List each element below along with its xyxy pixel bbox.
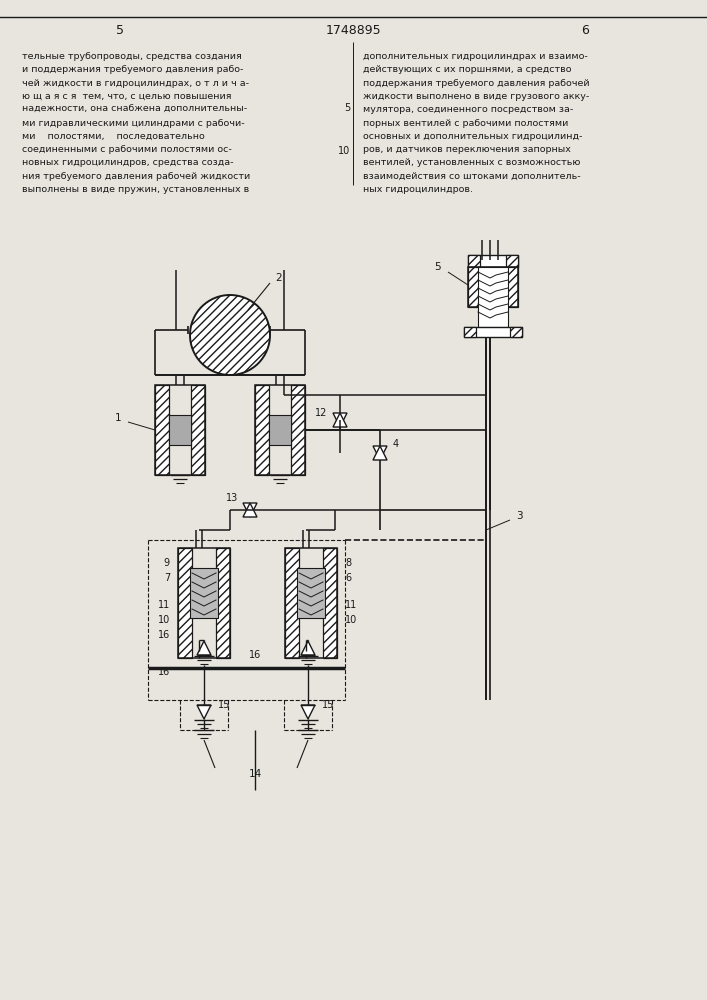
Polygon shape: [333, 413, 347, 427]
Polygon shape: [301, 641, 315, 655]
Polygon shape: [301, 705, 315, 719]
Text: соединенными с рабочими полостями ос-: соединенными с рабочими полостями ос-: [22, 145, 232, 154]
Bar: [216, 548, 230, 658]
Circle shape: [190, 295, 270, 375]
Text: порных вентилей с рабочими полостями: порных вентилей с рабочими полостями: [363, 118, 568, 127]
Text: ния требуемого давления рабочей жидкости: ния требуемого давления рабочей жидкости: [22, 172, 250, 181]
Bar: [191, 385, 205, 475]
Bar: [178, 548, 192, 658]
Text: поддержания требуемого давления рабочей: поддержания требуемого давления рабочей: [363, 79, 590, 88]
Text: ю щ а я с я  тем, что, с целью повышения: ю щ а я с я тем, что, с целью повышения: [22, 92, 231, 101]
Text: 5: 5: [116, 24, 124, 37]
Text: ров, и датчиков переключения запорных: ров, и датчиков переключения запорных: [363, 145, 571, 154]
Bar: [178, 548, 230, 658]
Text: 2: 2: [275, 273, 281, 283]
Text: 16: 16: [249, 650, 261, 660]
Bar: [297, 568, 325, 618]
Text: 15: 15: [322, 700, 334, 710]
Text: надежности, она снабжена дополнительны-: надежности, она снабжена дополнительны-: [22, 105, 247, 114]
Text: взаимодействия со штоками дополнитель-: взаимодействия со штоками дополнитель-: [363, 172, 580, 181]
Bar: [468, 255, 518, 267]
Text: 13: 13: [226, 493, 238, 503]
Text: 10: 10: [158, 615, 170, 625]
Text: 5: 5: [434, 262, 441, 272]
Text: 7: 7: [164, 573, 170, 583]
Bar: [255, 385, 269, 475]
Bar: [285, 548, 299, 658]
Text: 12: 12: [315, 408, 327, 418]
Text: 11: 11: [345, 600, 357, 610]
Text: 3: 3: [516, 511, 522, 521]
Polygon shape: [197, 641, 211, 655]
Text: 15: 15: [218, 700, 230, 710]
Bar: [285, 548, 337, 658]
Text: и поддержания требуемого давления рабо-: и поддержания требуемого давления рабо-: [22, 65, 243, 74]
Bar: [464, 327, 476, 337]
Text: основных и дополнительных гидроцилинд-: основных и дополнительных гидроцилинд-: [363, 132, 583, 141]
Polygon shape: [197, 705, 211, 719]
Bar: [169, 415, 191, 445]
Text: 1748895: 1748895: [325, 24, 381, 37]
Text: 11: 11: [158, 600, 170, 610]
Text: действующих с их поршнями, а средство: действующих с их поршнями, а средство: [363, 65, 571, 74]
Bar: [510, 327, 522, 337]
Text: 10: 10: [345, 615, 357, 625]
Bar: [269, 415, 291, 445]
Text: мулятора, соединенного посредством за-: мулятора, соединенного посредством за-: [363, 105, 573, 114]
Polygon shape: [333, 413, 347, 427]
Bar: [155, 385, 169, 475]
Bar: [506, 255, 518, 267]
Text: жидкости выполнено в виде грузового акку-: жидкости выполнено в виде грузового акку…: [363, 92, 589, 101]
Bar: [255, 385, 305, 475]
Text: дополнительных гидроцилиндрах и взаимо-: дополнительных гидроцилиндрах и взаимо-: [363, 52, 588, 61]
Bar: [506, 267, 518, 307]
Text: 16: 16: [158, 667, 170, 677]
Text: 8: 8: [345, 558, 351, 568]
Polygon shape: [373, 446, 387, 460]
Text: ных гидроцилиндров.: ных гидроцилиндров.: [363, 185, 473, 194]
Bar: [464, 327, 522, 337]
Text: вентилей, установленных с возможностью: вентилей, установленных с возможностью: [363, 158, 580, 167]
Bar: [468, 255, 480, 267]
Bar: [323, 548, 337, 658]
Text: 5: 5: [344, 103, 350, 113]
Text: выполнены в виде пружин, установленных в: выполнены в виде пружин, установленных в: [22, 185, 250, 194]
Polygon shape: [373, 446, 387, 460]
Text: новных гидроцилиндров, средства созда-: новных гидроцилиндров, средства созда-: [22, 158, 233, 167]
Text: 9: 9: [164, 558, 170, 568]
Bar: [468, 267, 480, 307]
Text: 6: 6: [581, 24, 589, 37]
Text: 14: 14: [248, 769, 262, 779]
Bar: [190, 568, 218, 618]
Bar: [468, 267, 518, 307]
Text: чей жидкости в гидроцилиндрах, о т л и ч а-: чей жидкости в гидроцилиндрах, о т л и ч…: [22, 79, 249, 88]
Text: 1: 1: [115, 413, 121, 423]
Text: 16: 16: [158, 630, 170, 640]
Text: тельные трубопроводы, средства создания: тельные трубопроводы, средства создания: [22, 52, 242, 61]
Polygon shape: [243, 503, 257, 517]
Text: ми гидравлическими цилиндрами с рабочи-: ми гидравлическими цилиндрами с рабочи-: [22, 118, 245, 127]
Text: 6: 6: [345, 573, 351, 583]
Bar: [478, 267, 508, 327]
Bar: [155, 385, 205, 475]
Text: ми    полостями,    последовательно: ми полостями, последовательно: [22, 132, 205, 141]
Text: 10: 10: [338, 146, 350, 156]
Bar: [291, 385, 305, 475]
Text: 4: 4: [393, 439, 399, 449]
Polygon shape: [243, 503, 257, 517]
